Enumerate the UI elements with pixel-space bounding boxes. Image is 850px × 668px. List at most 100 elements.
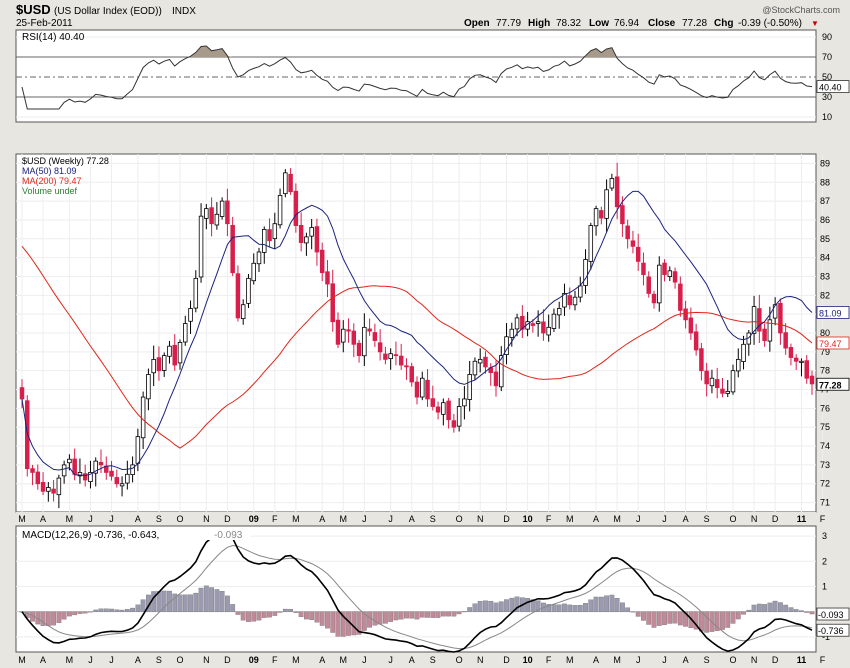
candle-body [151,358,156,374]
candle-body [620,205,625,225]
candle [209,197,214,237]
x-axis-label: J [662,655,667,665]
candle-body [167,345,172,357]
candle [383,346,388,365]
price-tick-label: 87 [820,196,830,206]
candle-body [604,189,609,219]
candle-body [393,354,399,357]
candle [462,386,467,420]
macd-hist-bar [656,611,662,626]
candle-body [246,277,251,304]
candle-body [609,178,615,189]
candle [451,413,457,433]
candle [183,315,188,346]
candle [277,188,283,229]
macd-hist-bar [209,587,214,612]
candle-body [583,259,588,286]
candle [551,308,557,332]
candle-body [156,357,162,372]
price-tick-label: 80 [820,328,830,338]
x-axis-label: O [176,655,183,665]
candle-body [262,228,267,253]
price-tick-label: 72 [820,479,830,489]
candle [493,360,499,397]
candle-body [556,308,562,316]
macd-hist-bar [377,611,383,625]
candle-body [72,458,77,475]
candle-body [183,323,188,343]
rsi-panel-frame [15,29,817,123]
macd-hist-bar [130,607,135,612]
macd-hist-bar [361,611,367,631]
macd-hist-bar [335,611,341,637]
x-axis-label: J [109,514,114,524]
macd-hist-bar [45,611,51,626]
candle-body [140,396,146,439]
x-axis-label: D [772,655,779,665]
candle-body [398,355,404,366]
macd-hist-bar [288,608,293,612]
candle-body [567,295,572,306]
rsi-tick-label: 70 [822,52,832,62]
macd-hist-bar [440,611,446,617]
macd-hist-bar [509,597,515,612]
candle-body [198,215,204,278]
macd-hist-bar [651,611,657,628]
candle [609,173,615,191]
candle [161,352,167,377]
x-axis-label: M [292,655,300,665]
candle [504,323,509,365]
candle [98,449,104,474]
macd-hist-bar [467,607,473,612]
candle-body [472,360,478,376]
x-axis-label: D [772,514,779,524]
macd-hist-bar [604,595,609,612]
macd-hist-bar [525,598,530,612]
x-axis-label: J [388,514,393,524]
candle-body [751,306,757,334]
candle [288,168,293,195]
candle [235,265,241,322]
macd-hist-bar [293,611,299,613]
x-axis-label: 10 [523,655,533,665]
candle-body [614,176,620,208]
header-name: (US Dollar Index (EOD)) [54,6,162,17]
macd-hist-bar [783,604,789,612]
candle [714,367,720,399]
candle-body [757,308,762,332]
candle-body [588,225,594,262]
candle [657,256,662,312]
low-label: Low [589,18,609,29]
candle-body [319,249,325,274]
macd-hist-bar [667,611,673,624]
macd-hist-bar [251,611,257,622]
macd-hist-bar [598,596,604,612]
x-axis-label: J [636,655,641,665]
candle-body [651,293,657,304]
candle [762,323,767,347]
candle-body [362,326,367,357]
macd-hist-bar [756,603,762,612]
candle-body [793,357,799,362]
candle-body [377,342,383,353]
macd-hist-bar [725,611,731,628]
header-date: 25-Feb-2011 [16,18,73,29]
candle [477,348,483,373]
candle [572,290,578,311]
macd-hist-bar [67,611,72,617]
x-axis-label: 11 [797,514,807,524]
candle-body [725,391,730,394]
macd-hist-bar [182,594,188,612]
macd-line [21,529,813,653]
candle-body [730,370,736,393]
macd-hist-bar [551,604,557,612]
watermark: @StockCharts.com [762,5,840,15]
macd-hist-bar [804,611,810,613]
candle-body [388,353,393,360]
candle [588,222,594,270]
x-axis-label: S [430,655,436,665]
macd-hist-bar [267,611,272,618]
candle [367,318,372,336]
macd-hist-bar [109,608,114,612]
candle [188,300,193,334]
